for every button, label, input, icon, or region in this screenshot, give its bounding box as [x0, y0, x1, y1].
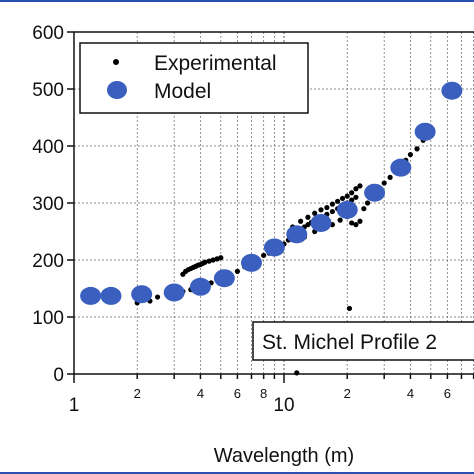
profile-annotation: St. Michel Profile 2: [252, 321, 474, 361]
experimental-point: [312, 210, 318, 216]
experimental-point: [346, 305, 353, 312]
model-point: [131, 285, 153, 304]
experimental-point: [294, 370, 300, 376]
experimental-point: [407, 151, 414, 158]
experimental-point: [344, 193, 350, 199]
model-point: [263, 238, 285, 257]
x-axis-title: Wavelength (m): [214, 445, 354, 467]
experimental-point: [202, 259, 208, 265]
model-series: [80, 81, 463, 305]
experimental-point: [335, 198, 341, 204]
x-minor-tick-label: 2: [134, 386, 141, 401]
experimental-point: [364, 200, 371, 206]
legend-experimental-label: Experimental: [154, 52, 277, 75]
model-point: [286, 225, 308, 244]
experimental-point: [154, 294, 161, 300]
model-point: [364, 183, 386, 202]
experimental-point: [381, 180, 387, 186]
model-point: [441, 81, 463, 100]
legend-box: [79, 42, 309, 114]
experimental-point: [353, 186, 359, 192]
experimental-point: [414, 146, 420, 152]
model-point: [80, 286, 102, 305]
experimental-point: [353, 194, 359, 200]
experimental-point: [387, 174, 393, 180]
axis-ticks: [67, 31, 474, 383]
x-minor-tick-label: 4: [197, 386, 204, 401]
experimental-point: [349, 220, 355, 226]
experimental-point: [298, 218, 304, 224]
model-point: [336, 200, 358, 219]
experimental-point: [337, 217, 343, 223]
x-tick-label: 1: [69, 395, 80, 416]
experimental-point: [324, 204, 330, 211]
experimental-point: [357, 183, 363, 189]
y-tick-label: 500: [32, 80, 64, 101]
legend-model-label: Model: [154, 80, 211, 103]
model-point: [189, 277, 211, 296]
x-minor-tick-label: 4: [407, 386, 414, 401]
legend-experimental-marker: [113, 59, 119, 65]
experimental-point: [329, 201, 335, 207]
experimental-point: [305, 214, 311, 220]
x-tick-label: 10: [273, 395, 294, 416]
annotation-text: St. Michel Profile 2: [262, 331, 437, 354]
model-point: [213, 269, 235, 288]
y-tick-label: 0: [53, 365, 64, 386]
y-tick-label: 600: [32, 23, 64, 44]
y-tick-label: 100: [32, 308, 64, 329]
experimental-point: [329, 208, 335, 215]
experimental-point: [349, 190, 355, 196]
legend: Experimental Model: [79, 42, 309, 114]
model-point: [310, 213, 332, 232]
experimental-point: [318, 207, 324, 213]
experimental-point: [361, 206, 367, 212]
experimental-point: [261, 252, 267, 259]
tick-labels: 0 100 200 300 400 500 600 1 10 2 4 6 8 2 4 6: [32, 23, 451, 416]
experimental-point: [206, 258, 212, 264]
model-point: [414, 122, 436, 141]
model-point: [240, 253, 262, 272]
experimental-point: [339, 195, 346, 202]
annotation-box: [252, 321, 474, 361]
legend-model-marker: [107, 81, 127, 99]
y-tick-label: 400: [32, 137, 64, 158]
x-minor-tick-label: 6: [444, 386, 451, 401]
experimental-point: [234, 268, 241, 274]
experimental-point: [353, 222, 359, 228]
x-minor-tick-label: 8: [260, 386, 267, 401]
y-tick-label: 300: [32, 194, 64, 215]
experimental-point: [357, 218, 363, 224]
y-tick-label: 200: [32, 251, 64, 272]
experimental-point: [218, 255, 224, 261]
x-minor-tick-label: 2: [344, 386, 351, 401]
model-point: [390, 158, 412, 177]
model-point: [163, 283, 185, 302]
x-minor-tick-label: 6: [234, 386, 241, 401]
model-point: [100, 286, 122, 305]
